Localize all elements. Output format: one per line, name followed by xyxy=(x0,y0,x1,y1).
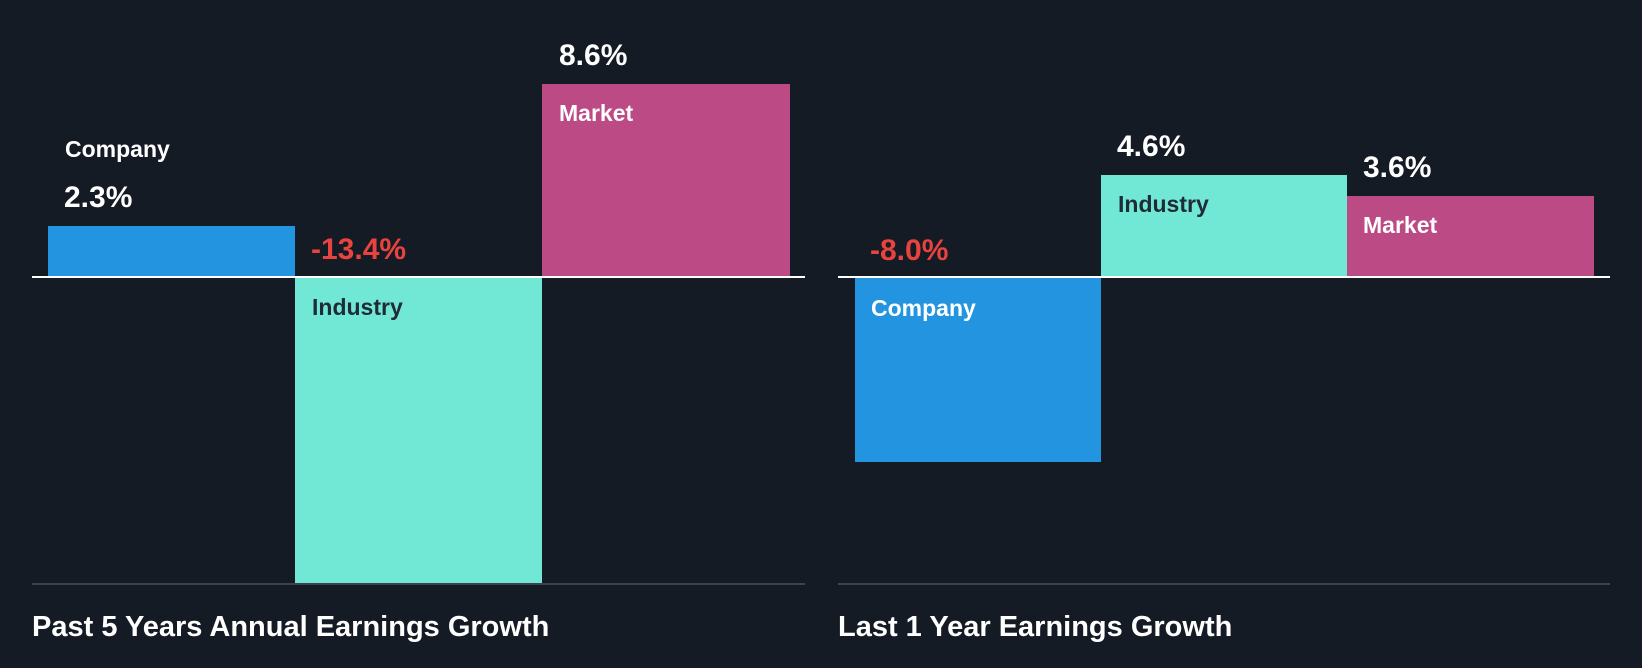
value-industry-1y: 4.6% xyxy=(1117,130,1186,163)
bar-company-1y xyxy=(855,278,1101,462)
bar-company-5y xyxy=(48,226,295,277)
value-industry-5y: -13.4% xyxy=(311,233,407,266)
label-market-5y: Market xyxy=(559,100,634,126)
zero-axis-line-1y xyxy=(838,276,1610,278)
chart-title-5y: Past 5 Years Annual Earnings Growth xyxy=(32,611,550,643)
zero-axis-line-5y xyxy=(32,276,805,278)
value-company-5y: 2.3% xyxy=(64,181,133,214)
bar-industry-5y xyxy=(295,278,542,584)
label-industry-5y: Industry xyxy=(312,294,403,320)
label-company-5y: Company xyxy=(65,136,170,162)
chart-title-1y: Last 1 Year Earnings Growth xyxy=(838,611,1233,643)
bottom-rule-1y xyxy=(838,583,1610,585)
label-industry-1y: Industry xyxy=(1118,191,1209,217)
bottom-rule-5y xyxy=(32,583,805,585)
label-market-1y: Market xyxy=(1363,212,1438,238)
bar-industry-1y xyxy=(1101,175,1347,277)
bar-market-5y xyxy=(542,84,790,277)
value-market-1y: 3.6% xyxy=(1363,151,1432,184)
value-company-1y: -8.0% xyxy=(870,234,949,267)
value-market-5y: 8.6% xyxy=(559,39,628,72)
label-company-1y: Company xyxy=(871,295,976,321)
bar-market-1y xyxy=(1347,196,1594,277)
